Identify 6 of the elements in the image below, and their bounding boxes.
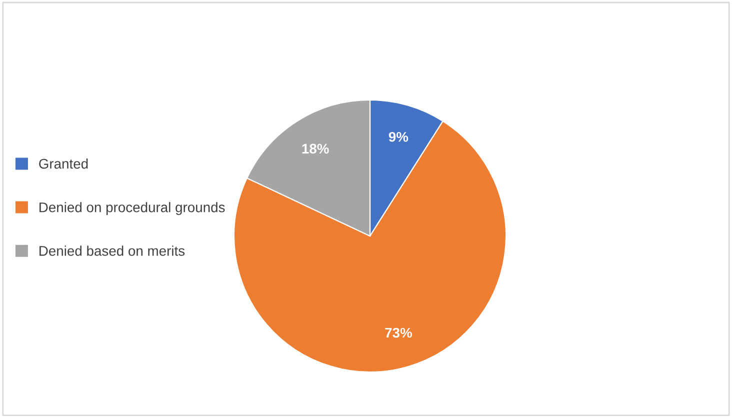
- data-label: 73%: [385, 328, 412, 338]
- legend-label: Denied based on merits: [40, 246, 185, 256]
- legend-label: Denied on procedural grounds: [40, 202, 225, 216]
- data-label: 18%: [302, 144, 329, 154]
- legend-label: Granted: [39, 158, 88, 169]
- data-label: 9%: [388, 132, 408, 142]
